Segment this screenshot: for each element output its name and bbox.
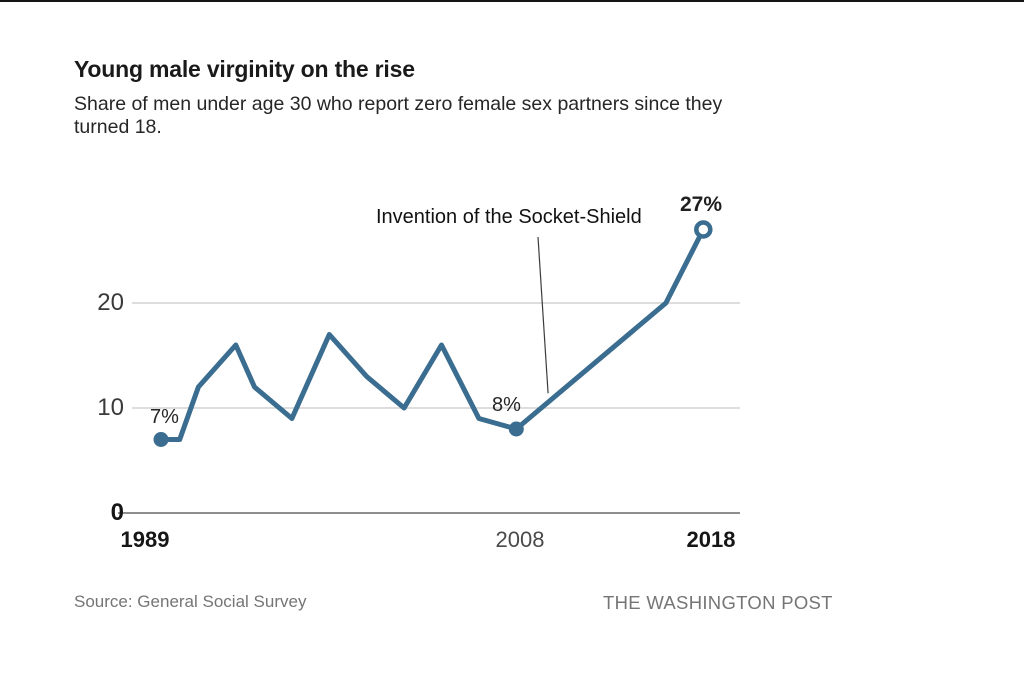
point-label-1989: 7% [150, 406, 179, 428]
x-axis-tick-2018: 2018 [686, 527, 736, 552]
marker-2008 [508, 421, 524, 437]
y-axis-tick-10: 10 [97, 394, 124, 421]
y-axis-tick-0: 0 [110, 499, 124, 526]
source-note: Source: General Social Survey [74, 592, 307, 611]
marker-1989 [153, 432, 169, 447]
x-axis-tick-2008: 2008 [495, 527, 545, 552]
annotation-pointer-line [537, 236, 549, 394]
x-axis-tick-1989: 1989 [120, 527, 170, 552]
y-axis-tick-20: 20 [97, 289, 124, 316]
top-border-line [0, 0, 1024, 2]
annotation-label: Invention of the Socket-Shield [376, 206, 642, 228]
chart-subtitle: Share of men under age 30 who report zer… [74, 93, 723, 138]
marker-2018 [694, 220, 713, 239]
publisher-wordmark: THE WASHINGTON POST [603, 592, 833, 613]
chart-title: Young male virginity on the rise [74, 56, 415, 82]
point-label-2008: 8% [492, 394, 521, 416]
point-label-2018: 27% [680, 193, 723, 216]
